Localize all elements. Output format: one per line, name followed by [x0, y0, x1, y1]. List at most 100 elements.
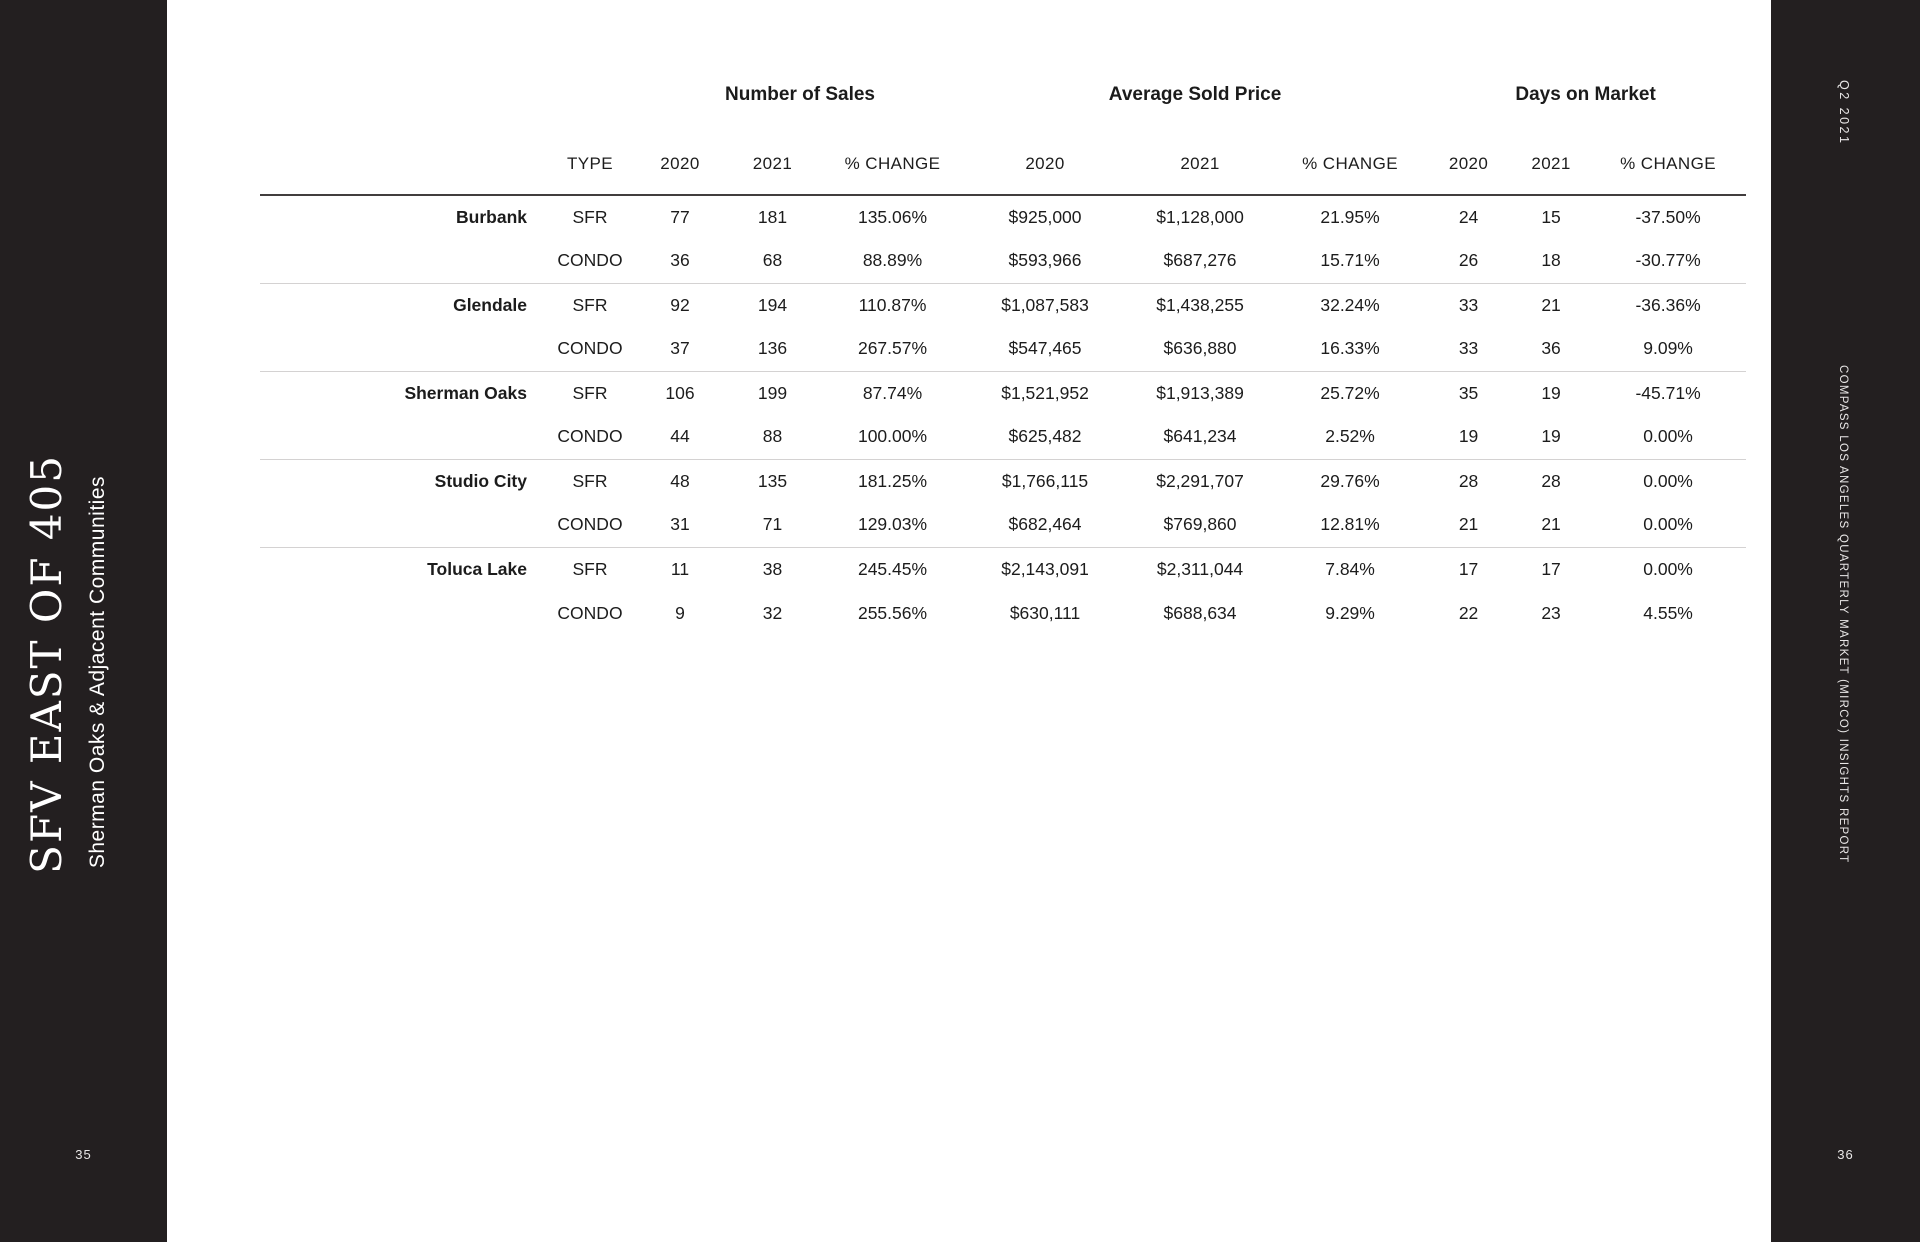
cell-community: Burbank [456, 207, 527, 227]
cell-price-2020: $1,521,952 [965, 370, 1126, 415]
group-header-average-sold-price: Average Sold Price [1108, 84, 1282, 105]
cell-price-2021: $636,880 [1163, 338, 1237, 359]
cell-sales-2020: 36 [670, 250, 690, 271]
cell-sales-2021: 181 [757, 207, 788, 227]
market-table-container: Number of Sales Average Sold Price Days … [260, 60, 1747, 635]
cell-sales-change: 245.45% [820, 546, 966, 591]
cell-price-change: 16.33% [1320, 338, 1380, 359]
cell-dom-2021: 19 [1512, 370, 1591, 415]
cell-dom-change: 4.55% [1643, 602, 1693, 623]
cell-sales-2021: 38 [725, 546, 820, 591]
cell-type: SFR [572, 207, 608, 227]
cell-price-2021: $2,291,707 [1125, 458, 1276, 503]
cell-type: CONDO [557, 602, 623, 623]
cell-sales-2021: 194 [725, 282, 820, 327]
cell-dom-2021: 36 [1541, 338, 1561, 359]
cell-sales-change: 135.06% [857, 207, 928, 227]
page-title: SFV EAST OF 405 [22, 454, 71, 874]
cell-price-change: 7.84% [1275, 546, 1426, 591]
cell-price-2020: $630,111 [1009, 602, 1081, 623]
group-header-days-on-market: Days on Market [1515, 84, 1656, 105]
cell-dom-2021: 21 [1541, 514, 1561, 535]
cell-dom-2021: 18 [1541, 250, 1561, 271]
community-group-burbank: Burbank SFR 77 181 135.06% $925,000 $1,1… [260, 195, 1746, 283]
table-row: Burbank SFR 77 181 135.06% $925,000 $1,1… [260, 195, 1746, 239]
cell-sales-2021: 135 [725, 458, 820, 503]
table-row: Toluca Lake SFR 11 38 245.45% $2,143,091… [260, 546, 1747, 591]
cell-dom-2020: 24 [1458, 207, 1479, 227]
left-sidebar: SFV EAST OF 405 Sherman Oaks & Adjacent … [0, 0, 167, 1242]
col-header-price-change: % CHANGE [1275, 126, 1426, 196]
cell-price-change: 32.24% [1275, 282, 1426, 327]
cell-sales-2020: 11 [635, 546, 725, 591]
cell-sales-change: 181.25% [820, 458, 966, 503]
cell-community [260, 503, 545, 547]
cell-price-2021: $1,128,000 [1156, 207, 1244, 227]
cell-dom-2020: 21 [1458, 514, 1479, 535]
cell-sales-2021: 88 [762, 426, 783, 447]
cell-type: SFR [545, 458, 635, 503]
cell-price-2021: $641,234 [1163, 426, 1237, 447]
cell-price-2020: $625,482 [1008, 426, 1082, 447]
cell-sales-change: 100.00% [857, 426, 928, 447]
cell-type: CONDO [557, 514, 623, 535]
cell-price-2020: $593,966 [1008, 250, 1082, 271]
col-header-price-2020: 2020 [965, 126, 1126, 196]
cell-dom-2020: 33 [1425, 282, 1513, 327]
cell-community: Toluca Lake [260, 546, 545, 591]
cell-sales-2021: 68 [762, 250, 783, 271]
table-row: Sherman Oaks SFR 106 199 87.74% $1,521,9… [260, 370, 1747, 415]
table-row: Studio City SFR 48 135 181.25% $1,766,11… [260, 458, 1747, 503]
table-row: CONDO 44 88 100.00% $625,482 $641,234 2.… [260, 415, 1746, 459]
cell-type: SFR [545, 370, 635, 415]
cell-community [260, 327, 545, 371]
cell-price-change: 29.76% [1275, 458, 1426, 503]
page-number-right: 36 [1837, 1147, 1854, 1162]
community-group-studio-city: Studio City SFR 48 135 181.25% $1,766,11… [260, 458, 1747, 547]
cell-type: CONDO [557, 338, 623, 359]
cell-dom-change: 0.00% [1590, 458, 1747, 503]
col-header-sales-2021: 2021 [725, 126, 820, 196]
cell-community [260, 591, 545, 635]
table-row: CONDO 31 71 129.03% $682,464 $769,860 12… [260, 503, 1746, 547]
group-header-number-of-sales: Number of Sales [725, 84, 875, 105]
cell-sales-change: 110.87% [820, 282, 966, 327]
cell-dom-change: 0.00% [1643, 514, 1693, 535]
col-header-dom-2020: 2020 [1425, 126, 1513, 196]
col-header-dom-2021: 2021 [1512, 126, 1591, 196]
right-sidebar: Q2 2021 COMPASS LOS ANGELES QUARTERLY MA… [1771, 0, 1920, 1242]
cell-type: SFR [545, 546, 635, 591]
page-subtitle: Sherman Oaks & Adjacent Communities [86, 475, 109, 868]
cell-community [260, 239, 545, 283]
table-row: Glendale SFR 92 194 110.87% $1,087,583 $… [260, 282, 1747, 327]
cell-price-change: 15.71% [1320, 250, 1380, 271]
col-header-dom-change: % CHANGE [1590, 126, 1747, 196]
table-row: CONDO 37 136 267.57% $547,465 $636,880 1… [260, 327, 1746, 371]
col-header-spacer [260, 126, 545, 196]
cell-dom-change: -37.50% [1635, 207, 1701, 227]
cell-dom-2020: 28 [1425, 458, 1513, 503]
cell-price-2020: $547,465 [1008, 338, 1082, 359]
cell-price-2021: $2,311,044 [1125, 546, 1276, 591]
cell-price-2021: $687,276 [1163, 250, 1237, 271]
cell-community [260, 415, 545, 459]
cell-price-change: 9.29% [1325, 602, 1375, 623]
group-header-spacer [260, 60, 635, 126]
cell-community: Glendale [260, 282, 545, 327]
cell-sales-2020: 31 [670, 514, 690, 535]
cell-price-2021: $1,913,389 [1125, 370, 1276, 415]
cell-price-2020: $682,464 [1008, 514, 1082, 535]
report-name: COMPASS LOS ANGELES QUARTERLY MARKET (MI… [1837, 365, 1849, 864]
cell-sales-2020: 48 [635, 458, 725, 503]
table-row: CONDO 9 32 255.56% $630,111 $688,634 9.2… [260, 591, 1746, 635]
cell-type: CONDO [557, 426, 623, 447]
cell-sales-2020: 44 [670, 426, 690, 447]
community-group-sherman-oaks: Sherman Oaks SFR 106 199 87.74% $1,521,9… [260, 370, 1747, 459]
col-header-type: TYPE [545, 126, 635, 196]
cell-dom-change: -30.77% [1635, 250, 1701, 271]
cell-sales-2021: 136 [757, 338, 788, 359]
table-row: CONDO 36 68 88.89% $593,966 $687,276 15.… [260, 239, 1746, 283]
cell-type: CONDO [557, 250, 623, 271]
cell-dom-2020: 33 [1458, 338, 1479, 359]
cell-price-2020: $1,766,115 [965, 458, 1126, 503]
